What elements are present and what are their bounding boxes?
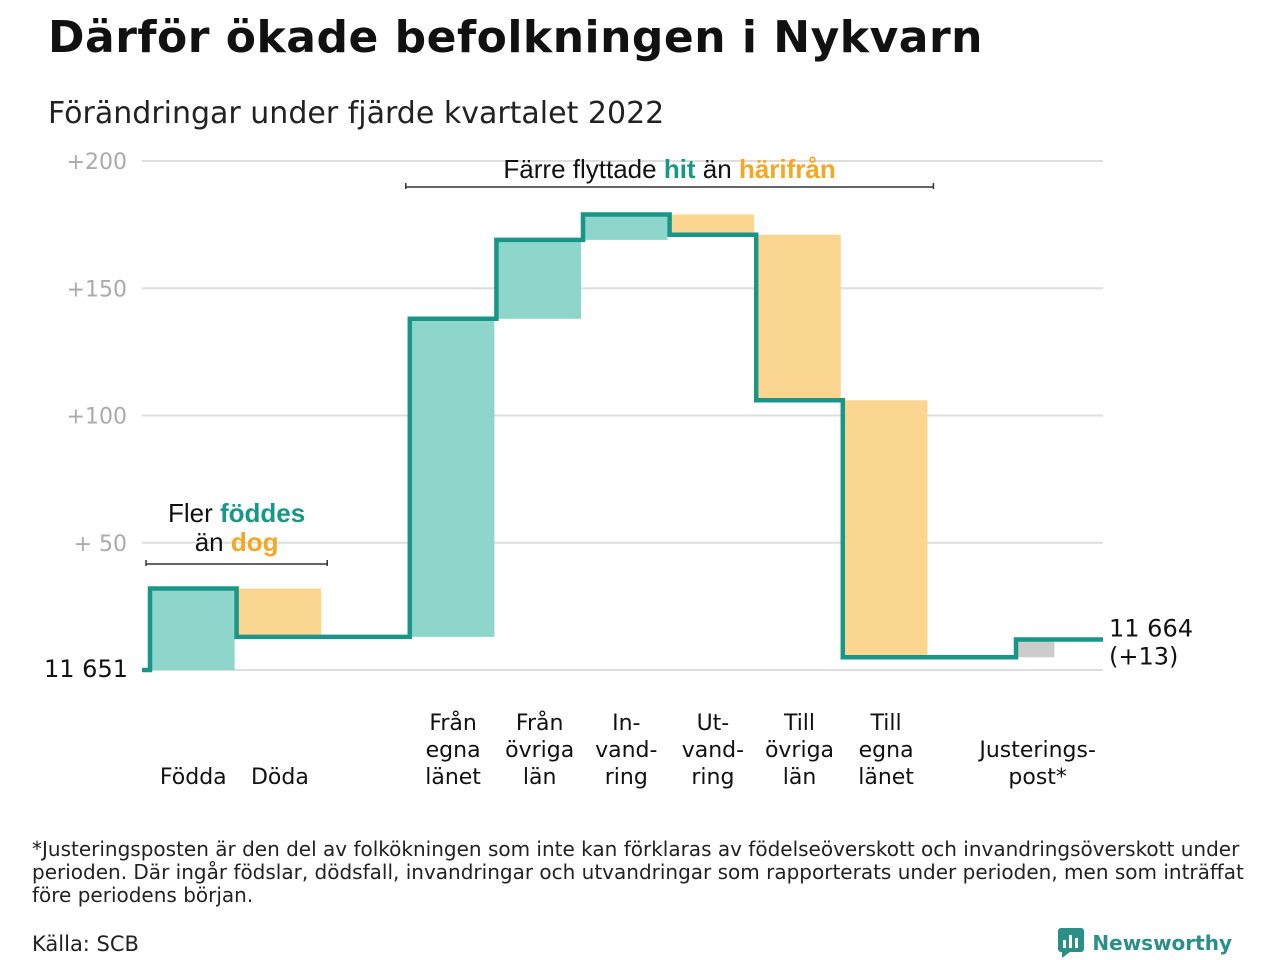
annotation-fragment: dog <box>231 527 279 557</box>
waterfall-bar <box>498 239 581 319</box>
footnote: *Justeringsposten är den del av folkökni… <box>32 837 1244 907</box>
y-tick-label: + 50 <box>74 532 127 557</box>
brand-name: Newsworthy <box>1092 931 1232 955</box>
source-text: Källa: SCB <box>32 932 139 956</box>
category-label: Till <box>783 711 815 736</box>
category-label: vand- <box>595 738 657 763</box>
newsworthy-logo-icon <box>1058 928 1085 958</box>
category-label: län <box>523 765 557 790</box>
y-tick-label: +200 <box>67 150 127 175</box>
waterfall-bar <box>758 234 841 401</box>
waterfall-bar <box>671 214 755 235</box>
annotation-fragment: än <box>195 527 231 557</box>
category-label: Till <box>870 711 902 736</box>
category-label: Födda <box>160 765 227 790</box>
waterfall-bar <box>585 214 668 240</box>
category-label: Ut- <box>697 711 730 736</box>
waterfall-bar <box>1018 639 1055 658</box>
waterfall-bar <box>844 400 928 658</box>
annotation-fragment: härifrån <box>739 154 836 184</box>
category-label: Från <box>516 710 564 736</box>
annotation-fragment: föddes <box>220 498 305 528</box>
category-label: Från <box>429 710 477 736</box>
category-label: vand- <box>682 738 744 763</box>
category-label: egna <box>426 738 481 763</box>
annotation-fragment: Färre flyttade <box>503 154 663 184</box>
chart-title: Därför ökade befolkningen i Nykvarn <box>48 12 983 63</box>
annotation-fragment: hit <box>664 154 696 184</box>
y-tick-label: +100 <box>67 405 127 430</box>
annotation-text: Färre flyttade hit än härifrån <box>503 154 835 184</box>
category-label: In- <box>612 711 640 736</box>
chart-subtitle: Förändringar under fjärde kvartalet 2022 <box>48 96 665 131</box>
end-value-label: 11 664 <box>1109 614 1193 642</box>
waterfall-bar <box>238 588 322 637</box>
annotation-fragment: än <box>696 154 739 184</box>
category-label: post* <box>1008 765 1067 790</box>
annotation-text: än dog <box>195 527 279 557</box>
category-label: Justerings- <box>977 738 1096 763</box>
category-label: ring <box>691 765 734 790</box>
start-value-label: 11 651 <box>44 655 128 683</box>
waterfall-bar <box>152 588 235 670</box>
annotation-text: Fler föddes <box>168 498 305 528</box>
brand-logo[interactable]: Newsworthy <box>1058 928 1232 958</box>
category-label: egna <box>859 738 914 763</box>
category-label: övriga <box>505 738 574 763</box>
category-label: övriga <box>765 738 834 763</box>
category-label: ring <box>605 765 648 790</box>
step-line <box>142 212 1103 673</box>
waterfall-bar <box>411 318 495 637</box>
end-change-label: (+13) <box>1109 642 1178 670</box>
category-label: Döda <box>251 765 309 790</box>
category-label: länet <box>858 765 914 790</box>
y-tick-label: +150 <box>67 277 127 302</box>
category-label: länet <box>425 765 481 790</box>
category-label: län <box>783 765 817 790</box>
waterfall-chart: +200 +150 +100 + 50 11 651 11 664(+13) Födda Dö… <box>44 150 1193 790</box>
annotation-fragment: Fler <box>168 498 220 528</box>
